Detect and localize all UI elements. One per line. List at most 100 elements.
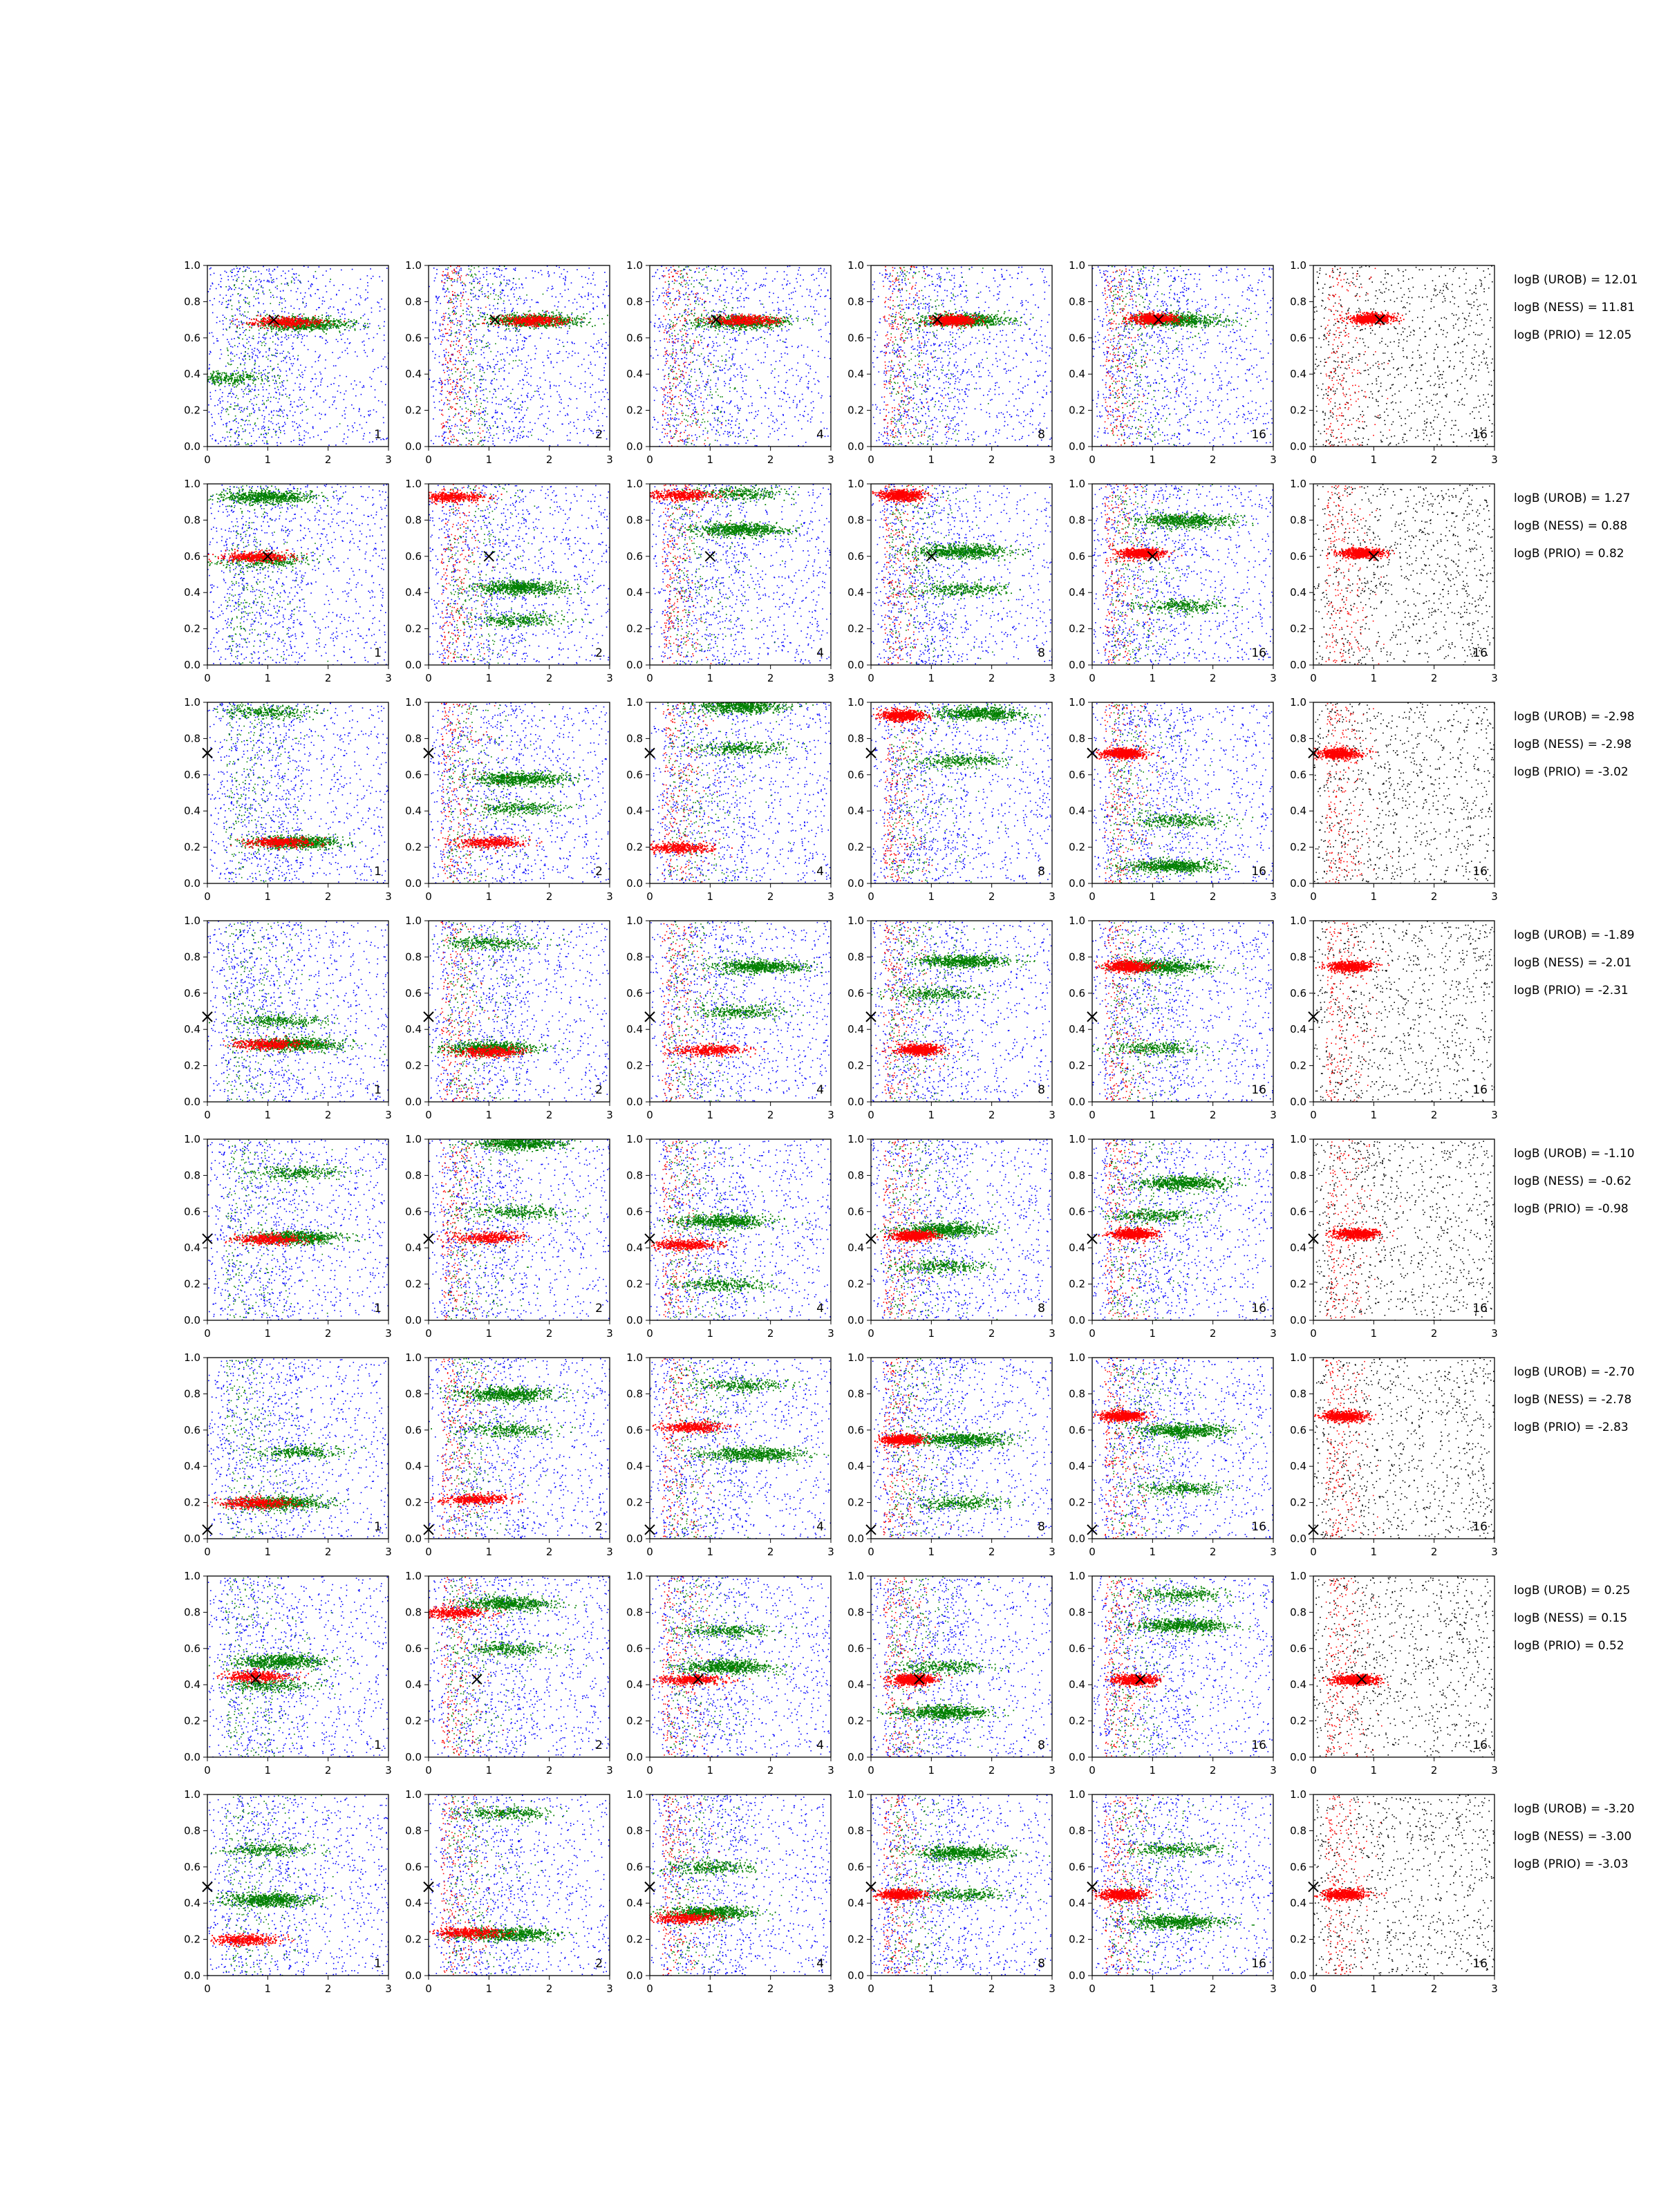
sample-point	[285, 319, 286, 321]
sample-point	[299, 397, 301, 398]
sample-point	[460, 386, 462, 388]
sample-point	[214, 422, 215, 423]
sample-point	[572, 355, 573, 357]
sample-point	[254, 424, 256, 425]
sample-point	[280, 432, 281, 433]
sample-point	[604, 371, 606, 372]
sample-point	[218, 385, 220, 386]
sample-point	[244, 312, 245, 313]
sample-point	[597, 420, 599, 421]
sample-point	[589, 415, 590, 416]
sample-point	[474, 406, 476, 407]
sample-point	[551, 289, 552, 290]
sample-point	[494, 378, 495, 379]
sample-point	[543, 440, 544, 442]
sample-point	[318, 307, 319, 308]
sample-point	[256, 397, 258, 398]
sample-point	[510, 339, 512, 341]
sample-point	[590, 294, 592, 295]
sample-point	[297, 358, 299, 359]
sample-point	[293, 273, 294, 274]
sample-point	[227, 300, 229, 301]
sample-point	[335, 365, 337, 366]
sample-point	[242, 324, 243, 326]
sample-point	[439, 401, 440, 402]
sample-point	[561, 296, 563, 297]
sample-point	[241, 382, 243, 384]
sample-point	[289, 368, 290, 370]
sample-point	[449, 426, 450, 427]
sample-point	[236, 374, 237, 375]
sample-point	[367, 292, 368, 293]
sample-point	[591, 416, 592, 418]
sample-point	[467, 308, 468, 309]
sample-point	[607, 315, 608, 316]
sample-point	[590, 397, 592, 398]
sample-point	[457, 280, 458, 281]
sample-point	[209, 364, 210, 366]
sample-point	[310, 438, 311, 439]
sample-point	[504, 371, 505, 372]
sample-point	[355, 304, 357, 306]
sample-point	[460, 293, 462, 294]
sample-point	[298, 280, 299, 281]
sample-point	[445, 274, 447, 276]
sample-point	[504, 431, 505, 432]
sample-point	[467, 337, 468, 338]
sample-point	[465, 365, 467, 366]
sample-point	[577, 433, 578, 434]
sample-point	[318, 322, 319, 324]
sample-point	[223, 400, 224, 402]
sample-point	[569, 382, 570, 383]
sample-point	[466, 393, 467, 395]
sample-point	[229, 440, 231, 442]
sample-point	[268, 366, 269, 368]
sample-point	[485, 295, 487, 297]
sample-point	[326, 270, 327, 272]
sample-point	[348, 321, 349, 323]
sample-point	[476, 402, 478, 403]
sample-point	[321, 382, 322, 383]
sample-point	[250, 386, 251, 387]
sample-point	[285, 278, 286, 279]
sample-point	[276, 328, 277, 330]
sample-point	[485, 388, 487, 390]
sample-point	[302, 377, 303, 378]
sample-point	[236, 281, 238, 282]
sample-point	[561, 327, 562, 328]
sample-point	[306, 320, 308, 321]
sample-point	[323, 297, 324, 298]
sample-point	[304, 345, 306, 346]
sample-point	[510, 393, 512, 394]
sample-point	[301, 319, 302, 321]
sample-point	[266, 434, 268, 435]
sample-point	[373, 371, 374, 373]
sample-point	[465, 284, 466, 285]
sample-point	[541, 413, 543, 415]
sample-point	[247, 297, 248, 299]
sample-point	[286, 335, 288, 337]
sample-point	[482, 316, 483, 317]
sample-point	[278, 423, 279, 424]
sample-point	[560, 293, 561, 294]
sample-point	[301, 440, 303, 441]
sample-point	[511, 315, 512, 316]
sample-point	[437, 298, 438, 299]
sample-point	[562, 317, 563, 318]
sample-point	[373, 409, 375, 411]
sample-point	[234, 432, 236, 433]
sample-point	[471, 341, 472, 342]
sample-point	[530, 399, 532, 400]
sample-point	[316, 319, 317, 320]
sample-point	[324, 301, 326, 302]
sample-point	[592, 274, 594, 276]
sample-point	[255, 321, 256, 323]
sample-point	[431, 386, 432, 388]
sample-point	[299, 400, 300, 401]
sample-point	[314, 318, 315, 319]
sample-point	[297, 325, 298, 326]
sample-point	[229, 319, 231, 321]
sample-point	[525, 371, 526, 372]
sample-point	[346, 391, 347, 392]
sample-point	[572, 343, 573, 344]
